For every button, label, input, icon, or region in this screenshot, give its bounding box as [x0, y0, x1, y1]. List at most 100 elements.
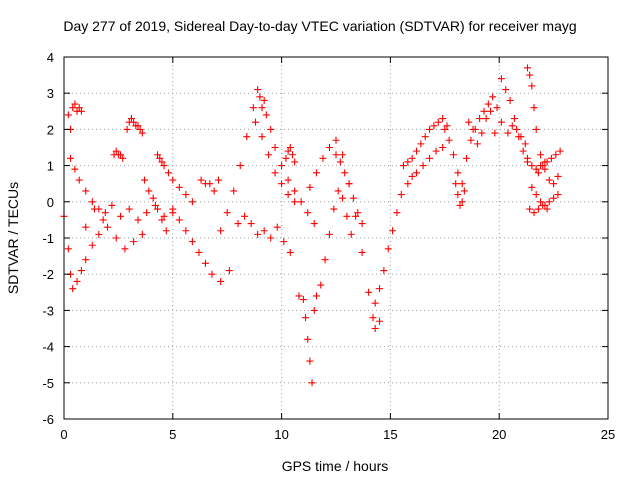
series-s29: [534, 147, 564, 177]
data-point: [286, 144, 294, 151]
data-point: [439, 144, 447, 151]
series-s8: [154, 151, 196, 206]
y-tick-label: 3: [47, 86, 54, 101]
data-point: [280, 238, 288, 246]
data-point: [75, 104, 83, 112]
data-point: [154, 151, 162, 159]
data-point: [295, 292, 303, 300]
data-point: [64, 111, 72, 119]
data-point: [188, 238, 196, 246]
series-s19: [371, 191, 405, 307]
data-point: [450, 151, 458, 159]
data-point: [384, 245, 392, 253]
data-point: [432, 147, 440, 155]
data-point: [164, 169, 172, 177]
data-point: [332, 136, 340, 144]
data-point: [393, 209, 401, 217]
data-point: [77, 267, 85, 275]
x-tick-label: 0: [60, 427, 67, 442]
data-point: [358, 248, 366, 256]
data-point: [73, 277, 81, 285]
data-point: [354, 209, 362, 217]
data-point: [88, 198, 96, 206]
series-s24: [465, 107, 499, 148]
data-point: [532, 165, 540, 173]
data-point: [545, 198, 553, 206]
data-point: [476, 115, 484, 123]
data-point: [376, 317, 384, 325]
data-point: [125, 205, 133, 213]
series-s4: [82, 201, 177, 231]
data-point: [69, 285, 77, 293]
data-point: [158, 158, 166, 166]
data-point: [169, 176, 177, 184]
data-point: [256, 93, 264, 101]
series-s2: [64, 100, 85, 133]
data-point: [330, 205, 338, 213]
data-point: [526, 71, 534, 79]
data-point: [282, 154, 290, 162]
data-point: [478, 129, 486, 137]
data-point: [321, 256, 329, 264]
data-point: [160, 162, 168, 170]
y-tick-label: -2: [42, 267, 54, 282]
data-point: [426, 125, 434, 133]
data-point: [465, 118, 473, 126]
data-point: [317, 281, 325, 289]
data-point: [225, 267, 233, 275]
data-point: [413, 169, 421, 177]
data-point: [454, 169, 462, 177]
data-point: [467, 136, 475, 144]
y-tick-label: 4: [47, 50, 54, 65]
data-point: [463, 154, 471, 162]
data-point: [304, 209, 312, 217]
data-point: [169, 209, 177, 217]
data-point: [121, 245, 129, 253]
data-point: [543, 205, 551, 213]
data-point: [528, 183, 536, 191]
y-tick-label: -3: [42, 303, 54, 318]
data-point: [473, 140, 481, 148]
series-s16: [306, 136, 384, 332]
data-point: [112, 147, 120, 155]
data-point: [101, 209, 109, 217]
data-point: [288, 151, 296, 159]
data-point: [67, 154, 75, 162]
data-point: [484, 100, 492, 108]
data-point: [197, 176, 205, 184]
data-point: [130, 118, 138, 126]
series-s27: [523, 64, 562, 188]
data-point: [141, 176, 149, 184]
data-point: [399, 162, 407, 170]
data-point: [291, 158, 299, 166]
data-point: [82, 223, 90, 231]
data-point: [480, 107, 488, 115]
data-point: [434, 118, 442, 126]
data-point: [325, 144, 333, 151]
data-point: [345, 180, 353, 188]
data-point: [273, 223, 281, 231]
data-point: [347, 230, 355, 238]
data-point: [201, 259, 209, 267]
data-point: [502, 86, 510, 94]
data-point: [528, 162, 536, 170]
y-tick-label: -4: [42, 340, 54, 355]
data-point: [138, 230, 146, 238]
data-point: [343, 212, 351, 220]
data-point: [365, 288, 373, 296]
data-point: [306, 357, 314, 365]
data-point: [95, 230, 103, 238]
data-point: [506, 96, 514, 104]
data-point: [454, 191, 462, 199]
data-point: [254, 86, 262, 94]
data-point: [469, 125, 477, 133]
series-s10: [197, 176, 222, 195]
data-point: [234, 220, 242, 228]
data-point: [539, 201, 547, 209]
data-point: [526, 205, 534, 213]
data-point: [69, 104, 77, 112]
data-point: [284, 147, 292, 155]
data-point: [413, 147, 421, 155]
data-point: [339, 151, 347, 159]
data-point: [136, 125, 144, 133]
